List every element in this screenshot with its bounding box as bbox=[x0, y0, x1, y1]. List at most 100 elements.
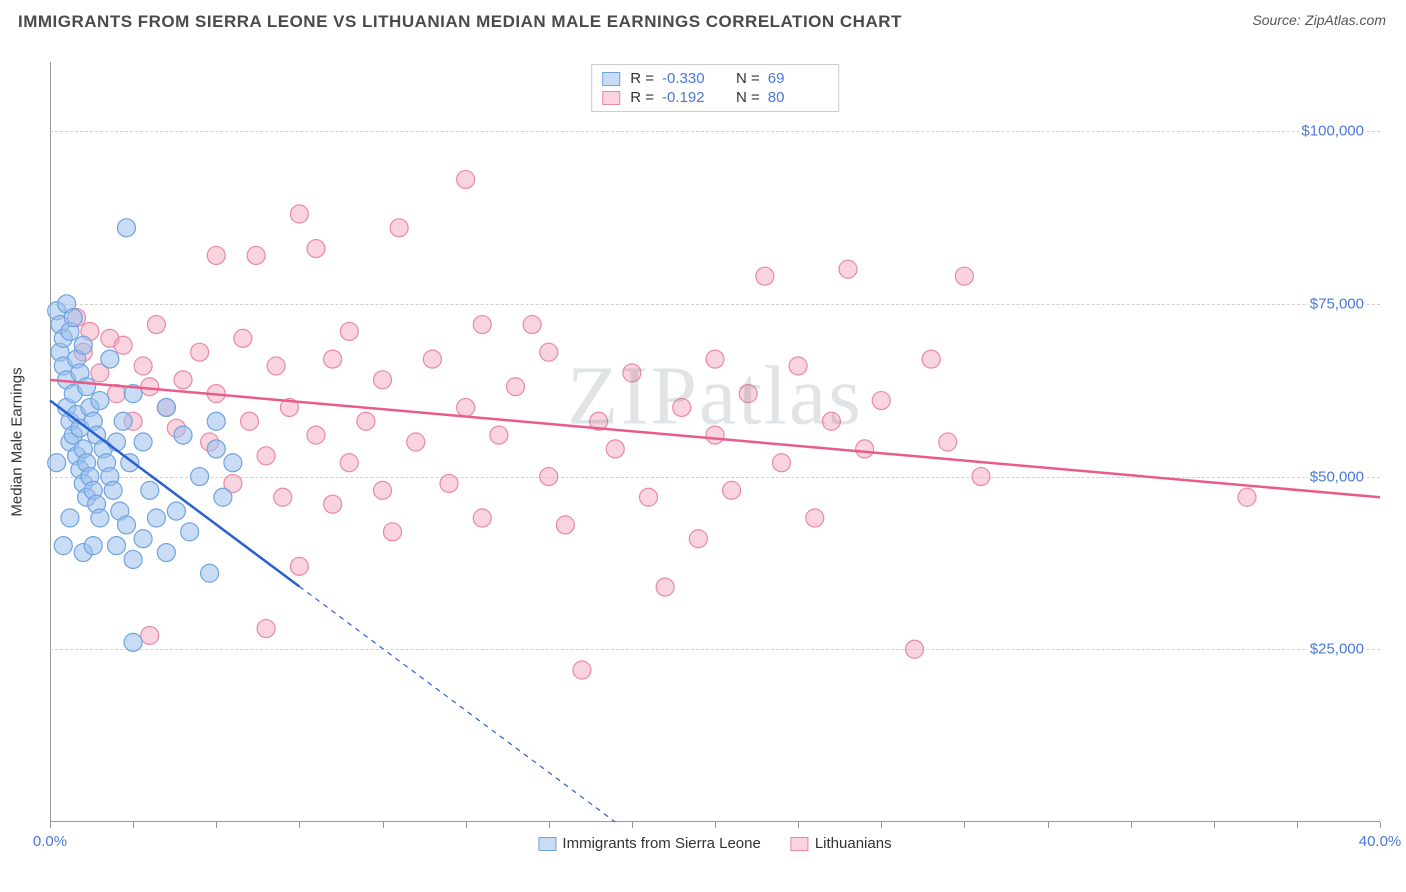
x-tick bbox=[632, 822, 633, 828]
scatter-point bbox=[307, 240, 325, 258]
scatter-point bbox=[117, 219, 135, 237]
swatch-icon bbox=[538, 837, 556, 851]
scatter-point bbox=[383, 523, 401, 541]
scatter-point bbox=[257, 447, 275, 465]
x-tick bbox=[1214, 822, 1215, 828]
scatter-point bbox=[423, 350, 441, 368]
scatter-plot-svg bbox=[50, 62, 1380, 822]
scatter-point bbox=[756, 267, 774, 285]
scatter-point bbox=[157, 544, 175, 562]
scatter-point bbox=[473, 509, 491, 527]
scatter-point bbox=[134, 357, 152, 375]
bottom-legend: Immigrants from Sierra Leone Lithuanians bbox=[538, 835, 891, 852]
scatter-point bbox=[540, 343, 558, 361]
scatter-point bbox=[141, 378, 159, 396]
scatter-point bbox=[181, 523, 199, 541]
scatter-point bbox=[972, 468, 990, 486]
scatter-point bbox=[606, 440, 624, 458]
scatter-point bbox=[224, 454, 242, 472]
scatter-point bbox=[167, 502, 185, 520]
chart-area: Median Male Earnings $25,000$50,000$75,0… bbox=[50, 62, 1380, 822]
stat-n-label: N = bbox=[736, 70, 760, 87]
scatter-point bbox=[955, 267, 973, 285]
scatter-point bbox=[191, 343, 209, 361]
scatter-point bbox=[117, 516, 135, 534]
scatter-point bbox=[340, 322, 358, 340]
scatter-point bbox=[174, 371, 192, 389]
scatter-point bbox=[556, 516, 574, 534]
x-tick bbox=[216, 822, 217, 828]
stats-row-1: R = -0.192 N = 80 bbox=[602, 88, 828, 107]
x-tick bbox=[798, 822, 799, 828]
scatter-point bbox=[241, 412, 259, 430]
scatter-point bbox=[108, 433, 126, 451]
legend-item-0: Immigrants from Sierra Leone bbox=[538, 835, 760, 852]
stat-n-value-0: 69 bbox=[768, 70, 828, 87]
scatter-point bbox=[147, 509, 165, 527]
trend-line bbox=[50, 380, 1380, 497]
scatter-point bbox=[457, 170, 475, 188]
x-tick bbox=[1380, 822, 1381, 828]
scatter-point bbox=[48, 454, 66, 472]
scatter-point bbox=[507, 378, 525, 396]
x-tick-label-start: 0.0% bbox=[33, 833, 67, 850]
source-name: ZipAtlas.com bbox=[1305, 12, 1386, 28]
x-tick bbox=[383, 822, 384, 828]
scatter-point bbox=[673, 398, 691, 416]
scatter-point bbox=[91, 392, 109, 410]
x-tick bbox=[466, 822, 467, 828]
scatter-point bbox=[523, 316, 541, 334]
source-attribution: Source: ZipAtlas.com bbox=[1252, 12, 1386, 30]
scatter-point bbox=[207, 412, 225, 430]
scatter-point bbox=[191, 468, 209, 486]
scatter-point bbox=[147, 316, 165, 334]
scatter-point bbox=[91, 509, 109, 527]
scatter-point bbox=[324, 350, 342, 368]
scatter-point bbox=[61, 509, 79, 527]
scatter-point bbox=[257, 620, 275, 638]
scatter-point bbox=[773, 454, 791, 472]
scatter-point bbox=[134, 433, 152, 451]
scatter-point bbox=[207, 246, 225, 264]
scatter-point bbox=[84, 537, 102, 555]
scatter-point bbox=[324, 495, 342, 513]
chart-title: IMMIGRANTS FROM SIERRA LEONE VS LITHUANI… bbox=[18, 12, 902, 32]
stats-legend: R = -0.330 N = 69 R = -0.192 N = 80 bbox=[591, 64, 839, 112]
x-tick bbox=[50, 822, 51, 828]
scatter-point bbox=[473, 316, 491, 334]
scatter-point bbox=[290, 557, 308, 575]
scatter-point bbox=[806, 509, 824, 527]
scatter-point bbox=[267, 357, 285, 375]
stats-row-0: R = -0.330 N = 69 bbox=[602, 69, 828, 88]
scatter-point bbox=[114, 412, 132, 430]
stat-r-value-1: -0.192 bbox=[662, 89, 722, 106]
scatter-point bbox=[108, 537, 126, 555]
scatter-point bbox=[440, 474, 458, 492]
legend-item-1: Lithuanians bbox=[791, 835, 892, 852]
x-tick bbox=[881, 822, 882, 828]
scatter-point bbox=[54, 537, 72, 555]
y-axis-title: Median Male Earnings bbox=[9, 367, 26, 516]
scatter-point bbox=[207, 440, 225, 458]
x-tick bbox=[299, 822, 300, 828]
x-tick bbox=[1297, 822, 1298, 828]
scatter-point bbox=[141, 626, 159, 644]
swatch-icon bbox=[791, 837, 809, 851]
scatter-point bbox=[141, 481, 159, 499]
scatter-point bbox=[390, 219, 408, 237]
scatter-point bbox=[101, 350, 119, 368]
scatter-point bbox=[174, 426, 192, 444]
scatter-point bbox=[490, 426, 508, 444]
scatter-point bbox=[1238, 488, 1256, 506]
x-tick bbox=[964, 822, 965, 828]
scatter-point bbox=[274, 488, 292, 506]
scatter-point bbox=[922, 350, 940, 368]
x-tick bbox=[549, 822, 550, 828]
scatter-point bbox=[407, 433, 425, 451]
scatter-point bbox=[124, 550, 142, 568]
scatter-point bbox=[789, 357, 807, 375]
scatter-point bbox=[872, 392, 890, 410]
stat-n-label: N = bbox=[736, 89, 760, 106]
scatter-point bbox=[78, 378, 96, 396]
scatter-point bbox=[540, 468, 558, 486]
